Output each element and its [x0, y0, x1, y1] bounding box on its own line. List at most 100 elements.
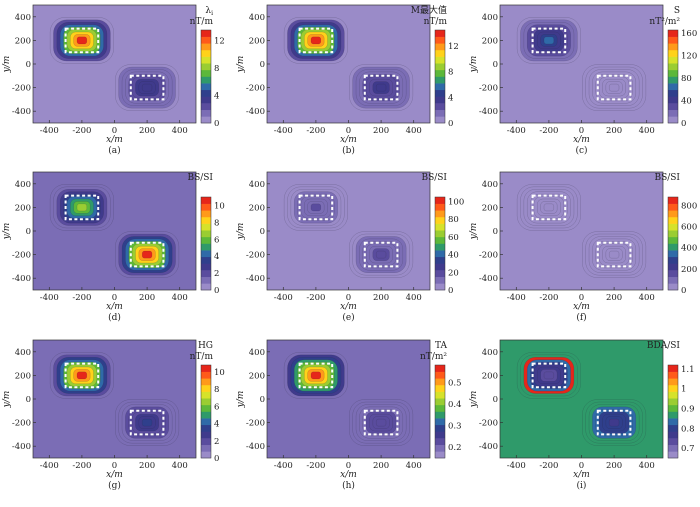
- y-tick-label: 400: [249, 348, 265, 358]
- colorbar-band: [668, 250, 678, 258]
- colorbar-tick-label: 0.3: [448, 422, 462, 432]
- source-outline: [64, 27, 100, 54]
- y-tick-label: -400: [12, 442, 31, 452]
- x-tick-label: 0: [346, 293, 351, 303]
- x-tick-label: 0: [579, 293, 584, 303]
- colorbar-tick-label: 6: [214, 235, 219, 245]
- colorbar-band: [435, 116, 445, 124]
- source-outline: [129, 74, 165, 101]
- colorbar-tick-label: 0.2: [448, 443, 462, 453]
- colorbar-band: [201, 384, 211, 392]
- colorbar-tick-label: 2: [214, 269, 219, 279]
- y-tick-label: -400: [246, 274, 265, 284]
- y-axis-label: y/m: [469, 223, 479, 241]
- colorbar-band: [668, 263, 678, 271]
- colorbar-tick-label: 0.7: [681, 444, 695, 454]
- colorbar-tick-label: 0.4: [448, 400, 462, 410]
- colorbar-band: [435, 96, 445, 104]
- colorbar-band: [668, 63, 678, 71]
- colorbar-band: [201, 444, 211, 452]
- colorbar-band: [668, 116, 678, 124]
- colorbar-frame: [434, 364, 446, 459]
- plot-area: [283, 184, 414, 278]
- colorbar-band: [435, 365, 445, 372]
- colorbar-band: [435, 378, 445, 386]
- colorbar-frame: [667, 29, 679, 124]
- y-tick-label: -200: [479, 251, 498, 261]
- x-tick-label: -200: [539, 293, 558, 303]
- x-tick-label: -400: [274, 461, 293, 471]
- source-outline: [531, 362, 567, 389]
- plot-area: [49, 352, 180, 446]
- colorbar-frame: [667, 364, 679, 459]
- y-tick-label: 200: [249, 203, 265, 213]
- colorbar-band: [668, 197, 678, 204]
- colorbar-band: [668, 56, 678, 64]
- colorbar-band: [668, 83, 678, 91]
- x-tick-label: -400: [40, 461, 59, 471]
- colorbar-band: [668, 216, 678, 224]
- colorbar-band: [668, 203, 678, 211]
- colorbar-tick-label: 100: [448, 197, 464, 207]
- colorbar-band: [668, 398, 678, 406]
- x-tick-label: 200: [373, 461, 389, 471]
- x-tick-label: 400: [172, 126, 188, 136]
- y-axis-label: y/m: [236, 56, 246, 74]
- colorbar-band: [435, 270, 445, 278]
- source-outline: [363, 74, 399, 101]
- colorbar-tick-label: 8: [448, 68, 453, 78]
- colorbar-band: [201, 411, 211, 419]
- y-tick-label: -400: [246, 107, 265, 117]
- colorbar-tick-label: 2: [214, 437, 219, 447]
- x-tick-label: 200: [606, 461, 622, 471]
- y-tick-label: 400: [482, 180, 498, 190]
- contour-band: [76, 36, 87, 45]
- y-tick-label: -200: [479, 84, 498, 94]
- x-tick-label: 200: [606, 293, 622, 303]
- x-tick-label: -400: [40, 126, 59, 136]
- colorbar-tick-label: 800: [681, 201, 697, 211]
- colorbar-tick-label: 0: [448, 119, 453, 129]
- y-tick-label: -200: [12, 251, 31, 261]
- y-tick-label: 0: [260, 60, 265, 70]
- source-outline: [298, 194, 334, 221]
- colorbar-band: [435, 236, 445, 244]
- y-tick-label: 0: [493, 395, 498, 405]
- colorbar-band: [201, 431, 211, 439]
- chart-panel: -400 -200 0 200 400 400 200 0 -200 -400 x/m y/m (d) 1…: [2, 171, 225, 323]
- colorbar-band: [201, 197, 211, 204]
- colorbar-tick-label: 600: [681, 223, 697, 233]
- colorbar-band: [668, 89, 678, 97]
- colorbar-tick-label: 200: [681, 265, 697, 275]
- colorbar-band: [668, 36, 678, 44]
- colorbar-tick-label: 12: [214, 36, 225, 46]
- chart-panel: -400 -200 0 200 400 400 200 0 -200 -400 x/m y/m (a) 1…: [2, 4, 225, 156]
- x-tick-label: 400: [172, 293, 188, 303]
- y-tick-label: 200: [249, 371, 265, 381]
- plot-area: [516, 17, 647, 111]
- colorbar-band: [435, 418, 445, 426]
- colorbar-frame: [200, 29, 212, 124]
- colorbar-band: [201, 371, 211, 379]
- y-tick-label: 200: [15, 203, 31, 213]
- colorbar-band: [435, 203, 445, 211]
- contour-band: [142, 418, 153, 427]
- y-axis-label: y/m: [2, 223, 12, 241]
- colorbar-band: [435, 243, 445, 251]
- colorbar-tick-label: 1.1: [681, 365, 695, 375]
- colorbar-tick-label: 160: [681, 29, 697, 39]
- colorbar-band: [201, 230, 211, 238]
- colorbar-unit: nT/m: [190, 352, 214, 362]
- colorbar-band: [201, 378, 211, 386]
- colorbar-tick-label: 10: [214, 368, 225, 378]
- y-tick-label: -400: [12, 274, 31, 284]
- y-tick-label: 400: [15, 180, 31, 190]
- y-tick-label: 400: [249, 180, 265, 190]
- y-tick-label: 200: [15, 371, 31, 381]
- y-axis-label: y/m: [2, 56, 12, 74]
- x-tick-label: -200: [306, 461, 325, 471]
- colorbar-band: [668, 76, 678, 84]
- x-tick-label: 200: [139, 461, 155, 471]
- colorbar-band: [435, 83, 445, 91]
- chart-panel: -400 -200 0 200 400 400 200 0 -200 -400 x/m y/m (i) 1…: [469, 339, 695, 491]
